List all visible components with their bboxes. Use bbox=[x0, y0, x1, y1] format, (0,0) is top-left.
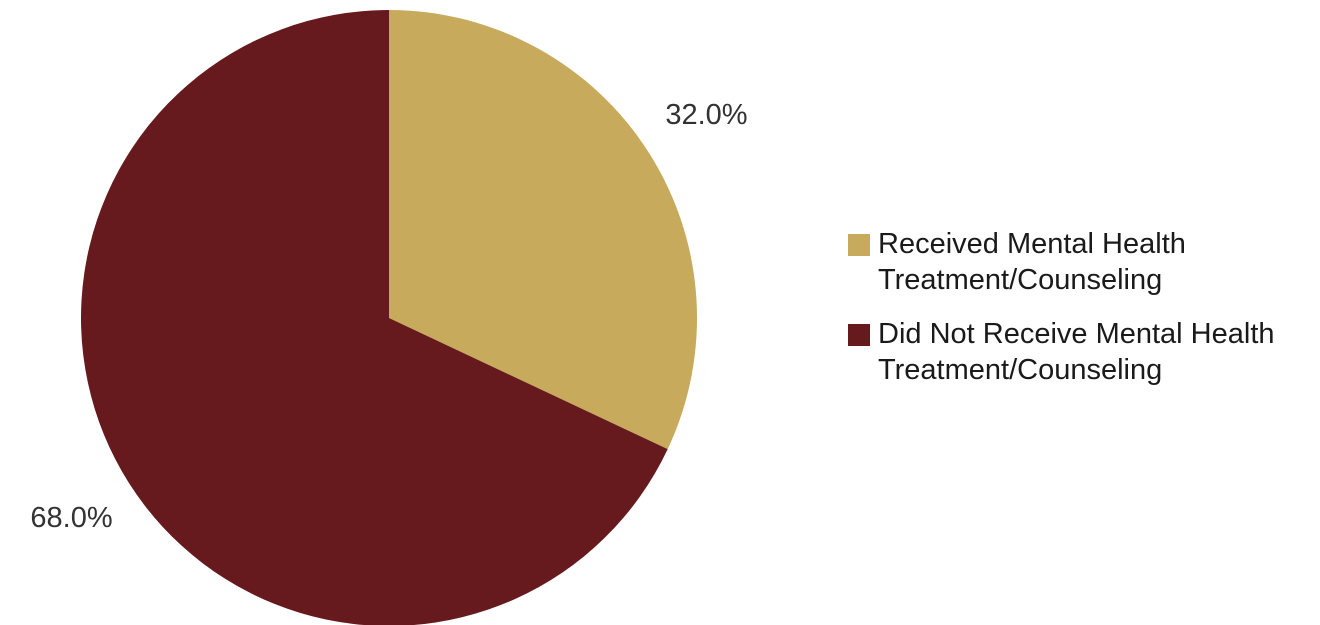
legend-item-not-received: Did Not Receive Mental Health Treatment/… bbox=[848, 316, 1318, 388]
pie-slice-received bbox=[389, 10, 697, 450]
legend-label-received: Received Mental Health Treatment/Counsel… bbox=[878, 228, 1186, 296]
slice-value-label-received: 32.0% bbox=[665, 99, 747, 131]
pie-slice-not-received bbox=[81, 10, 668, 625]
legend-label-not-received: Did Not Receive Mental Health Treatment/… bbox=[878, 318, 1275, 386]
legend-swatch-not-received bbox=[848, 324, 870, 346]
legend-item-received: Received Mental Health Treatment/Counsel… bbox=[848, 226, 1318, 298]
slice-value-label-not-received: 68.0% bbox=[30, 502, 112, 534]
pie-slices bbox=[81, 10, 697, 625]
chart-legend: Received Mental Health Treatment/Counsel… bbox=[848, 226, 1318, 406]
legend-swatch-received bbox=[848, 234, 870, 256]
